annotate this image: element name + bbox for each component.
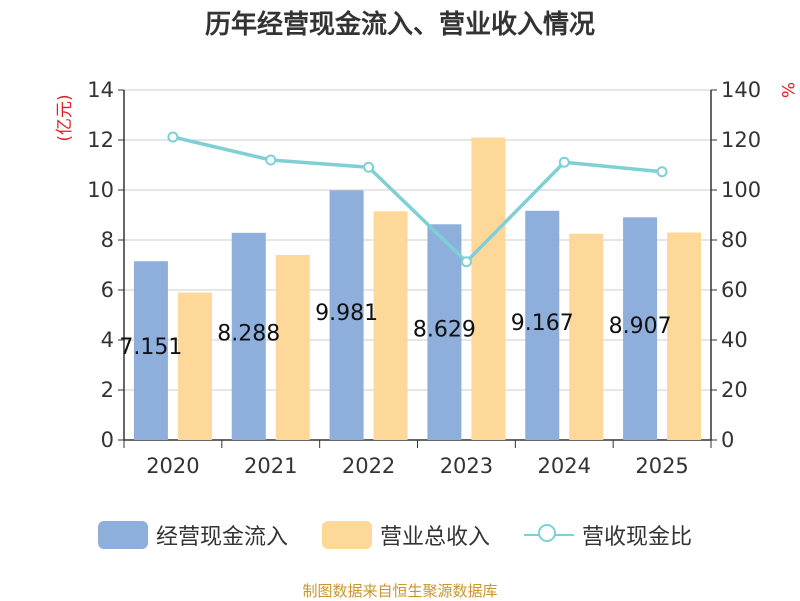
data-label-cash: 8.907 [609, 314, 672, 339]
bar-revenue [373, 211, 408, 440]
y-left-tick-label: 10 [87, 178, 114, 202]
bar-revenue [275, 255, 310, 440]
y-left-tick-label: 8 [101, 228, 114, 252]
data-label-cash: 9.981 [315, 301, 378, 326]
y-right-tick-label: 0 [721, 428, 734, 452]
bar-revenue [177, 292, 212, 440]
legend-item-revenue[interactable]: 营业总收入 [322, 518, 490, 552]
point-ratio [558, 156, 570, 168]
point-ratio [167, 131, 179, 143]
x-tick-label: 2022 [342, 454, 395, 478]
y-right-tick-label: 20 [721, 378, 748, 402]
y-left-tick-label: 6 [101, 278, 114, 302]
y-left-tick-label: 2 [101, 378, 114, 402]
y-right-tick-label: 80 [721, 228, 748, 252]
y-right-axis-label: % [777, 82, 797, 98]
bar-revenue [667, 232, 702, 440]
point-ratio [656, 166, 668, 178]
legend-line-ratio-icon [524, 521, 574, 549]
y-right-tick-label: 60 [721, 278, 748, 302]
line-ratio [172, 135, 663, 265]
bar-revenue [471, 137, 506, 440]
legend-swatch-revenue [322, 521, 372, 549]
x-tick-label: 2023 [440, 454, 493, 478]
legend-item-cash[interactable]: 经营现金流入 [98, 518, 288, 552]
legend-label-cash: 经营现金流入 [156, 525, 289, 550]
bar-cash [427, 224, 462, 440]
y-left-tick-label: 14 [87, 78, 114, 102]
point-ratio [363, 161, 375, 173]
y-left-tick-label: 4 [101, 328, 114, 352]
point-ratio [265, 154, 277, 166]
x-tick-label: 2021 [244, 454, 297, 478]
legend-swatch-cash [98, 521, 148, 549]
y-left-tick-label: 12 [87, 128, 114, 152]
legend-label-revenue: 营业总收入 [380, 525, 491, 550]
bar-cash [329, 190, 364, 440]
y-right-tick-label: 140 [721, 78, 761, 102]
y-right-tick-label: 100 [721, 178, 761, 202]
x-tick-label: 2025 [635, 454, 688, 478]
data-label-cash: 7.151 [119, 335, 182, 360]
legend-label-ratio: 营收现金比 [582, 525, 693, 550]
source-note: 制图数据来自恒生聚源数据库 [302, 582, 498, 600]
bar-revenue [569, 233, 604, 440]
legend-item-ratio[interactable]: 营收现金比 [524, 518, 692, 552]
bar-cash [133, 261, 168, 440]
x-tick-label: 2020 [146, 454, 199, 478]
y-left-axis-label: (亿元) [55, 94, 75, 141]
bar-cash [623, 217, 658, 440]
y-left-tick-label: 0 [101, 428, 114, 452]
point-ratio [460, 256, 472, 268]
bar-cash [231, 232, 266, 440]
data-label-cash: 9.167 [511, 311, 574, 336]
legend: 经营现金流入 营业总收入 营收现金比 [0, 518, 800, 552]
y-right-tick-label: 40 [721, 328, 748, 352]
bar-cash [525, 210, 560, 440]
x-tick-label: 2024 [538, 454, 591, 478]
data-label-cash: 8.629 [413, 317, 476, 342]
chart-title: 历年经营现金流入、营业收入情况 [204, 10, 595, 40]
data-label-cash: 8.288 [217, 322, 280, 347]
y-right-tick-label: 120 [721, 128, 761, 152]
